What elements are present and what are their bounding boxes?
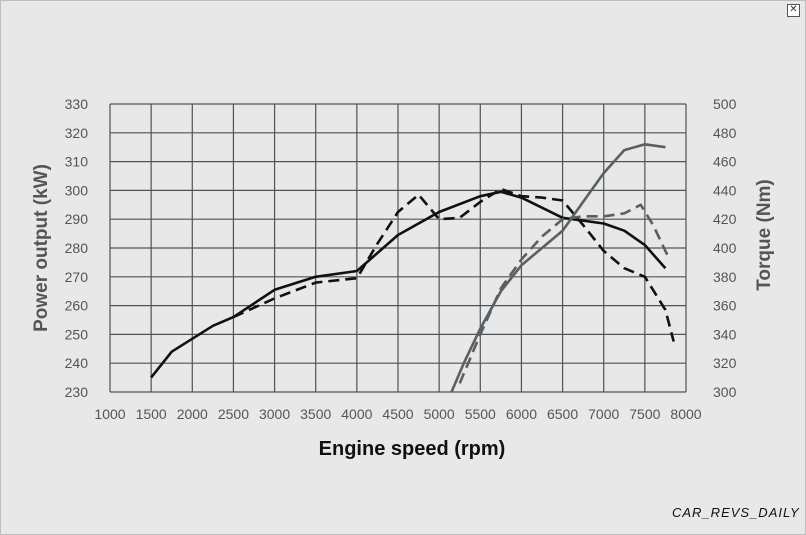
right-tick-label: 380 xyxy=(713,269,737,285)
x-axis-ticks: 1000 1500 2000 2500 3000 3500 4000 4500 5000 5500… xyxy=(94,406,701,422)
grid xyxy=(109,103,687,393)
right-tick-label: 480 xyxy=(713,125,737,141)
left-tick-label: 270 xyxy=(65,269,89,285)
x-axis-title: Engine speed (rpm) xyxy=(319,438,506,460)
right-tick-label: 500 xyxy=(713,96,737,112)
left-tick-label: 250 xyxy=(65,326,89,342)
x-tick-label: 8000 xyxy=(670,406,701,422)
x-tick-label: 4500 xyxy=(382,406,413,422)
right-tick-label: 440 xyxy=(713,182,737,198)
close-icon[interactable]: ✕ xyxy=(787,4,800,17)
x-tick-label: 1500 xyxy=(136,406,167,422)
watermark: CAR_REVS_DAILY xyxy=(672,505,800,520)
left-axis-title: Power output (kW) xyxy=(31,164,52,332)
left-tick-label: 300 xyxy=(65,182,89,198)
right-tick-label: 340 xyxy=(713,326,737,342)
x-tick-label: 6500 xyxy=(547,406,578,422)
x-tick-label: 2000 xyxy=(177,406,208,422)
right-tick-label: 400 xyxy=(713,240,737,256)
left-tick-label: 260 xyxy=(65,298,89,314)
left-tick-label: 290 xyxy=(65,211,89,227)
right-tick-label: 300 xyxy=(713,384,737,400)
series-line-right-dashed xyxy=(232,187,675,342)
left-tick-label: 320 xyxy=(65,125,89,141)
x-tick-label: 4000 xyxy=(341,406,372,422)
left-tick-label: 330 xyxy=(65,96,89,112)
series-lines xyxy=(150,143,675,392)
series-line-left-solid xyxy=(450,143,666,392)
right-tick-label: 320 xyxy=(713,355,737,371)
x-tick-label: 7000 xyxy=(588,406,619,422)
right-tick-label: 460 xyxy=(713,154,737,170)
series-line-right-solid xyxy=(150,190,667,379)
right-tick-label: 420 xyxy=(713,211,737,227)
right-tick-label: 360 xyxy=(713,298,737,314)
left-tick-label: 310 xyxy=(65,154,89,170)
x-tick-label: 1000 xyxy=(94,406,125,422)
left-tick-label: 240 xyxy=(65,355,89,371)
x-tick-label: 3500 xyxy=(300,406,331,422)
x-tick-label: 7500 xyxy=(629,406,660,422)
right-axis-ticks: 300 320 340 360 380 400 420 440 460 480 500 xyxy=(713,96,737,400)
x-tick-label: 5500 xyxy=(465,406,496,422)
series-line-left-dashed xyxy=(458,203,671,384)
x-tick-label: 2500 xyxy=(218,406,249,422)
x-tick-label: 6000 xyxy=(506,406,537,422)
x-tick-label: 5000 xyxy=(424,406,455,422)
right-axis-title: Torque (Nm) xyxy=(754,179,775,291)
x-tick-label: 3000 xyxy=(259,406,290,422)
left-tick-label: 230 xyxy=(65,384,89,400)
left-tick-label: 280 xyxy=(65,240,89,256)
left-axis-ticks: 230 240 250 260 270 280 290 300 310 320 330 xyxy=(65,96,89,400)
